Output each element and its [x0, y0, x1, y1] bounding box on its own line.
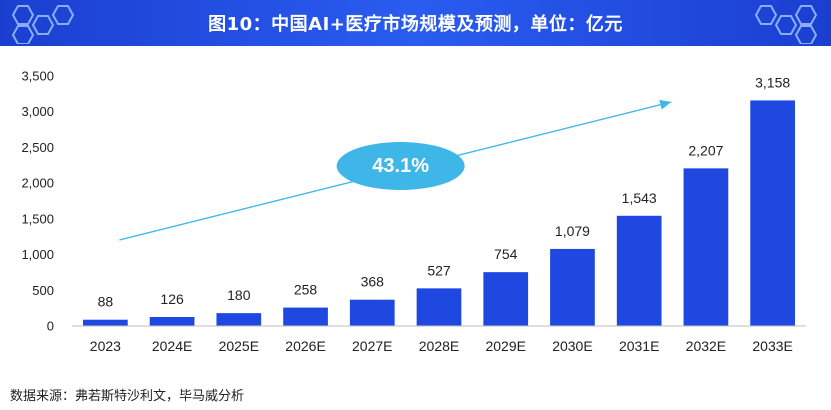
y-tick-label: 1,000 — [21, 247, 54, 262]
bar — [149, 317, 195, 326]
data-label: 754 — [494, 246, 518, 262]
data-label: 88 — [98, 294, 114, 310]
bar — [416, 288, 462, 326]
x-tick-label: 2025E — [219, 338, 259, 354]
value-labels: 88 126 180 258 368 527 754 1,079 1,543 2,207 3,158 — [98, 74, 791, 309]
y-tick-label: 2,000 — [21, 176, 54, 191]
bar — [750, 100, 795, 326]
data-label: 180 — [227, 287, 251, 303]
data-label: 1,543 — [622, 190, 657, 206]
hexagon-pattern-icon — [754, 5, 818, 44]
data-label: 527 — [427, 262, 451, 278]
title-banner: 图10：中国AI+医疗市场规模及预测，单位：亿元 — [0, 0, 831, 46]
x-tick-label: 2030E — [552, 338, 592, 354]
x-tick-label: 2023 — [90, 338, 121, 354]
y-tick-label: 3,000 — [21, 104, 54, 119]
x-axis: 2023 2024E 2025E 2026E 2027E 2028E 2029E 2030E 2… — [90, 338, 793, 354]
bar-series — [83, 100, 795, 326]
x-tick-label: 2032E — [686, 338, 726, 354]
cagr-label: 43.1% — [372, 155, 429, 177]
y-tick-label: 500 — [32, 283, 54, 298]
bar-chart: 0 500 1,000 1,500 2,000 2,500 3,000 3,500 88 126… — [21, 69, 806, 354]
data-label: 2,207 — [688, 142, 723, 158]
bar — [550, 248, 595, 326]
x-tick-label: 2027E — [352, 338, 392, 354]
hexagon-pattern-icon — [11, 5, 75, 44]
x-tick-label: 2024E — [152, 338, 192, 354]
y-tick-label: 2,500 — [21, 140, 54, 155]
cagr-bubble-shape — [336, 142, 465, 190]
data-label: 126 — [160, 291, 184, 307]
bar — [616, 215, 662, 326]
source-note: 数据来源：弗若斯特沙利文，毕马威分析 — [10, 389, 245, 404]
y-axis: 0 500 1,000 1,500 2,000 2,500 3,000 3,500 — [21, 69, 54, 334]
x-tick-label: 2029E — [485, 338, 525, 354]
chart-title: 图10：中国AI+医疗市场规模及预测，单位：亿元 — [208, 14, 623, 35]
y-tick-label: 1,500 — [21, 211, 54, 226]
bar — [349, 299, 395, 326]
y-tick-label: 3,500 — [21, 69, 54, 84]
bar — [216, 313, 262, 326]
data-label: 368 — [361, 274, 385, 290]
data-label: 3,158 — [755, 74, 790, 90]
bar — [483, 272, 529, 326]
x-tick-label: 2028E — [419, 338, 459, 354]
bar — [683, 168, 729, 326]
x-tick-label: 2026E — [285, 338, 325, 354]
x-tick-label: 2033E — [752, 338, 792, 354]
data-label: 1,079 — [555, 223, 590, 239]
y-tick-label: 0 — [47, 319, 54, 334]
bar — [283, 307, 328, 326]
cagr-bubble: 43.1% — [336, 142, 465, 190]
arrowhead-icon — [659, 99, 672, 110]
data-label: 258 — [294, 282, 318, 298]
bar — [83, 319, 128, 326]
x-tick-label: 2031E — [619, 338, 659, 354]
